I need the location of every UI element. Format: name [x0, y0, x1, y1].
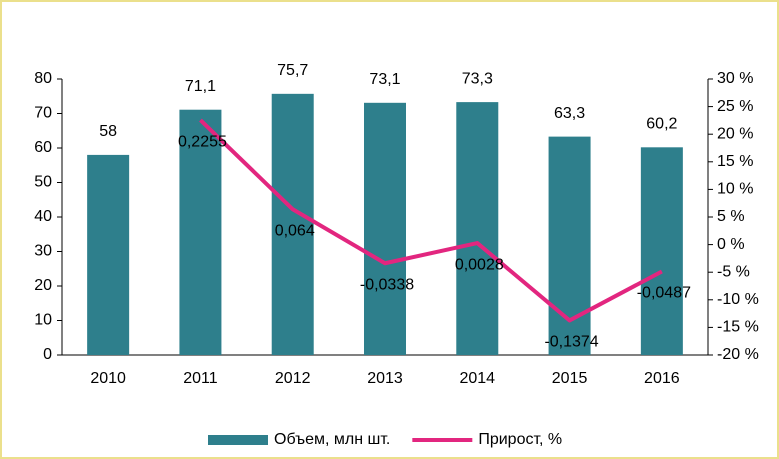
- line-value-label: -0,1374: [544, 334, 598, 351]
- bar: [271, 93, 314, 356]
- y-tick-label: 30: [34, 243, 52, 260]
- bar-value-label: 71,1: [185, 78, 216, 95]
- line-value-label: -0,0338: [360, 276, 414, 293]
- y2-tick-label: 10 %: [717, 181, 753, 198]
- y2-tick-label: 20 %: [717, 125, 753, 142]
- y2-tick-label: -5 %: [717, 263, 750, 280]
- y-tick-label: 60: [34, 139, 52, 156]
- bar: [87, 154, 130, 355]
- line-value-label: 0,2255: [178, 133, 227, 150]
- y2-tick-label: -15 %: [717, 319, 759, 336]
- y-tick-label: 50: [34, 174, 52, 191]
- x-tick-label: 2013: [367, 370, 403, 387]
- line-value-label: 0,0028: [455, 256, 504, 273]
- y2-tick-label: 0 %: [717, 236, 745, 253]
- y-tick-label: 0: [43, 346, 52, 363]
- line-value-label: 0,064: [275, 222, 315, 239]
- bar-value-label: 63,3: [554, 105, 585, 122]
- bar-value-label: 58: [99, 123, 117, 140]
- bar-value-label: 60,2: [646, 116, 677, 133]
- y-tick-label: 10: [34, 312, 52, 329]
- y2-tick-label: -20 %: [717, 346, 759, 363]
- bar: [364, 102, 406, 356]
- legend-label: Прирост, %: [478, 431, 562, 448]
- y2-tick-label: 30 %: [717, 70, 753, 87]
- bar-value-label: 73,1: [369, 71, 400, 88]
- x-tick-label: 2014: [459, 370, 495, 387]
- y-tick-label: 40: [34, 208, 52, 225]
- bar: [640, 147, 683, 355]
- bar: [456, 102, 499, 356]
- line: [199, 118, 663, 323]
- x-tick-label: 2010: [90, 370, 126, 387]
- legend-swatch: [208, 435, 268, 445]
- y-tick-label: 20: [34, 277, 52, 294]
- bar-value-label: 75,7: [277, 62, 308, 79]
- y-tick-label: 70: [34, 105, 52, 122]
- x-tick-label: 2012: [275, 370, 311, 387]
- line-value-label: -0,0487: [637, 285, 691, 302]
- x-tick-label: 2011: [183, 370, 218, 387]
- x-tick-label: 2016: [644, 370, 680, 387]
- y-tick-label: 80: [34, 70, 52, 87]
- bar-value-label: 73,3: [462, 70, 493, 87]
- y2-tick-label: 25 %: [717, 98, 753, 115]
- bar: [179, 109, 222, 355]
- legend-label: Объем, млн шт.: [274, 431, 390, 448]
- y2-tick-label: 5 %: [717, 208, 745, 225]
- y2-tick-label: 15 %: [717, 153, 753, 170]
- x-tick-label: 2015: [552, 370, 588, 387]
- y2-tick-label: -10 %: [717, 291, 759, 308]
